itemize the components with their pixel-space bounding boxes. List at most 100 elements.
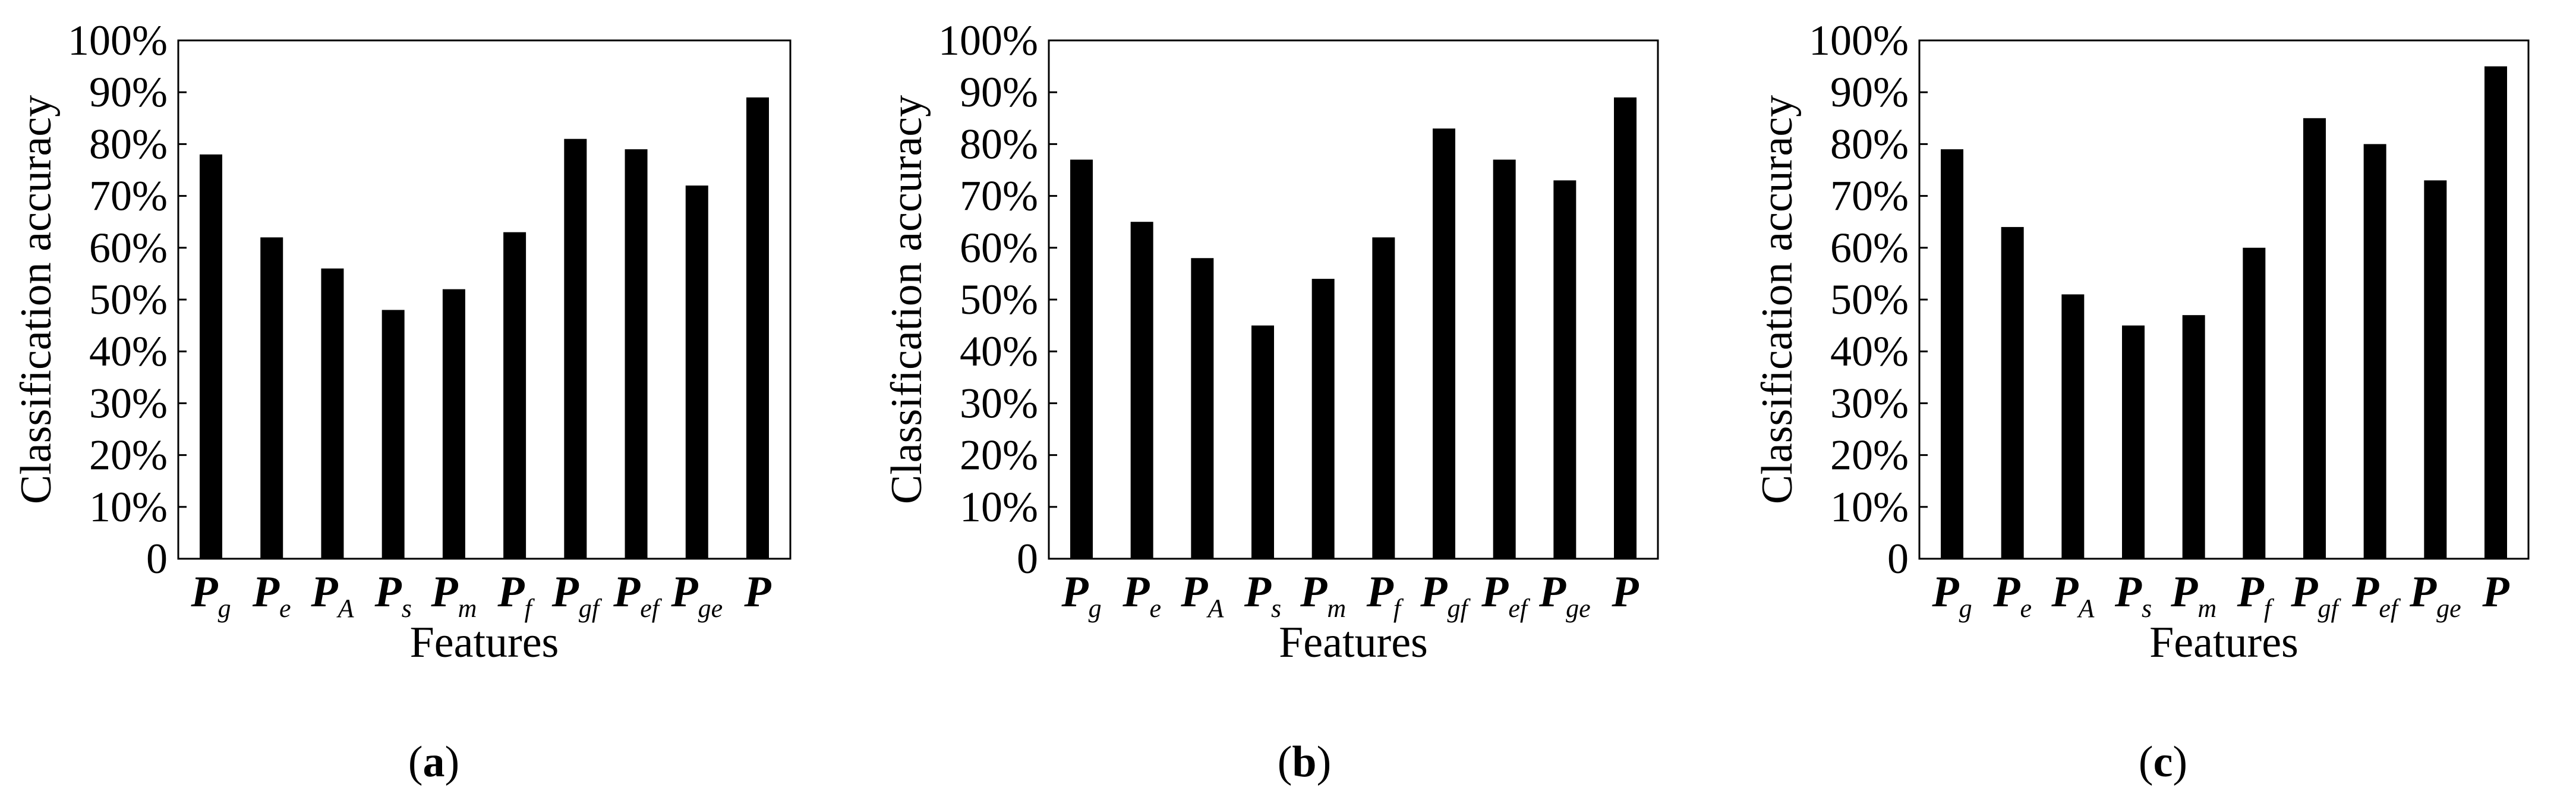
x-tick-label-P: P (1611, 568, 1639, 616)
x-tick-label-Pg: Pg (1931, 568, 1972, 623)
bar-Ps (2122, 325, 2145, 559)
bar-Pge (1553, 180, 1577, 559)
chart-c: 010%20% 30%40% 50%60%70%80%90%100% Pg Pe PA Ps… (1753, 17, 2530, 667)
bar-PA (2061, 294, 2085, 559)
y-axis-title: Classification accuracy (882, 95, 931, 504)
x-tick-label-PA: PA (1180, 568, 1224, 623)
y-tick-label: 80% (960, 120, 1038, 168)
y-tick-label: 60% (89, 224, 168, 272)
x-tick-label-P: P (743, 568, 771, 616)
y-tick-label: 0 (1887, 535, 1909, 583)
bar-Pm (1311, 279, 1335, 559)
x-tick-label-P: P (2482, 568, 2509, 616)
x-tick-label-Pe: Pe (252, 568, 291, 623)
bar-Pge (2424, 180, 2447, 559)
bar-Pf (503, 232, 526, 559)
y-tick-label: 40% (1830, 328, 1909, 375)
x-tick-label-Pgf: Pgf (1420, 568, 1471, 623)
bar-Pe (1130, 222, 1153, 559)
bar-Pg (200, 154, 222, 559)
y-tick-label: 20% (89, 432, 168, 479)
y-tick-label: 40% (89, 328, 168, 375)
x-tick-label-Ps: Ps (374, 568, 412, 623)
y-axis-title: Classification accuracy (1753, 95, 1802, 504)
y-tick-label: 90% (89, 68, 168, 116)
caption-b: (b) (1277, 738, 1332, 786)
x-tick-label-Pf: Pf (497, 568, 535, 623)
bar-P (2484, 66, 2507, 559)
bar-Pf (1372, 237, 1395, 559)
x-tick-label-Pg: Pg (190, 568, 231, 623)
bar-Pgf (1433, 128, 1455, 559)
y-tick-label: 90% (960, 68, 1038, 116)
y-tick-label: 60% (960, 224, 1038, 272)
x-tick-label-Pm: Pm (430, 568, 477, 623)
x-axis-title: Features (410, 618, 559, 667)
y-tick-label: 50% (89, 276, 168, 323)
y-tick-label: 40% (960, 328, 1038, 375)
y-tick-label: 100% (938, 17, 1038, 64)
y-tick-label: 50% (1830, 276, 1909, 323)
y-tick-label: 70% (960, 172, 1038, 220)
y-tick-label: 10% (89, 483, 168, 531)
x-tick-label-Pge: Pge (1538, 568, 1591, 623)
x-tick-label-Pef: Pef (613, 568, 663, 623)
y-tick-label: 100% (1809, 17, 1909, 64)
bar-Pg (1941, 149, 1963, 559)
y-tick-label: 80% (1830, 120, 1909, 168)
y-tick-label: 30% (960, 379, 1038, 427)
y-tick-label: 50% (960, 276, 1038, 323)
x-tick-label-Pge: Pge (2409, 568, 2461, 623)
x-axis-title: Features (1279, 618, 1428, 667)
chart-b: 010%20% 30%40% 50%60%70%80%90%100% Pg Pe PA Ps… (882, 17, 1659, 667)
x-tick-label-Ps: Ps (2114, 568, 2152, 623)
x-tick-label-Ps: Ps (1244, 568, 1281, 623)
x-tick-label-Pg: Pg (1061, 568, 1101, 623)
bar-Ps (1251, 325, 1274, 559)
caption-a: (a) (408, 738, 460, 786)
x-tick-label-Pgf: Pgf (551, 568, 603, 623)
y-tick-label: 80% (89, 120, 168, 168)
y-tick-label: 10% (960, 483, 1038, 531)
x-tick-label-Pf: Pf (1366, 568, 1404, 623)
bar-Ps (381, 310, 405, 559)
bar-Pm (2182, 315, 2205, 559)
bar-Pe (2001, 226, 2024, 559)
bar-P (746, 97, 769, 559)
bar-PA (321, 268, 344, 559)
y-tick-label: 20% (1830, 432, 1909, 479)
bar-PA (1191, 258, 1214, 559)
bar-Pef (625, 149, 648, 559)
x-tick-label-Pge: Pge (670, 568, 723, 623)
y-tick-label: 70% (89, 172, 168, 220)
y-tick-label: 0 (146, 535, 168, 583)
y-tick-label: 30% (1830, 379, 1909, 427)
bar-Pef (2363, 144, 2386, 559)
x-tick-label-Pgf: Pgf (2290, 568, 2341, 623)
caption-c: (c) (2138, 738, 2188, 786)
y-tick-label: 100% (68, 17, 168, 64)
x-axis-title: Features (2149, 618, 2298, 667)
bar-Pgf (2303, 118, 2326, 559)
y-tick-label: 0 (1017, 535, 1038, 583)
bar-Pef (1493, 159, 1516, 559)
bar-Pf (2243, 247, 2266, 559)
y-tick-label: 60% (1830, 224, 1909, 272)
x-tick-label-Pm: Pm (2170, 568, 2216, 623)
x-tick-label-Pf: Pf (2237, 568, 2275, 623)
bar-Pgf (564, 138, 587, 559)
x-tick-label-PA: PA (2051, 568, 2095, 623)
y-tick-label: 90% (1830, 68, 1909, 116)
bar-Pg (1070, 159, 1093, 559)
bar-Pe (260, 237, 283, 559)
y-tick-label: 20% (960, 432, 1038, 479)
bar-Pm (442, 289, 465, 559)
y-tick-label: 30% (89, 379, 168, 427)
x-tick-label-Pe: Pe (1122, 568, 1161, 623)
bar-P (1614, 97, 1637, 559)
x-tick-label-Pef: Pef (1481, 568, 1531, 623)
y-axis-title: Classification accuracy (12, 95, 61, 504)
x-tick-label-Pe: Pe (1992, 568, 2032, 623)
